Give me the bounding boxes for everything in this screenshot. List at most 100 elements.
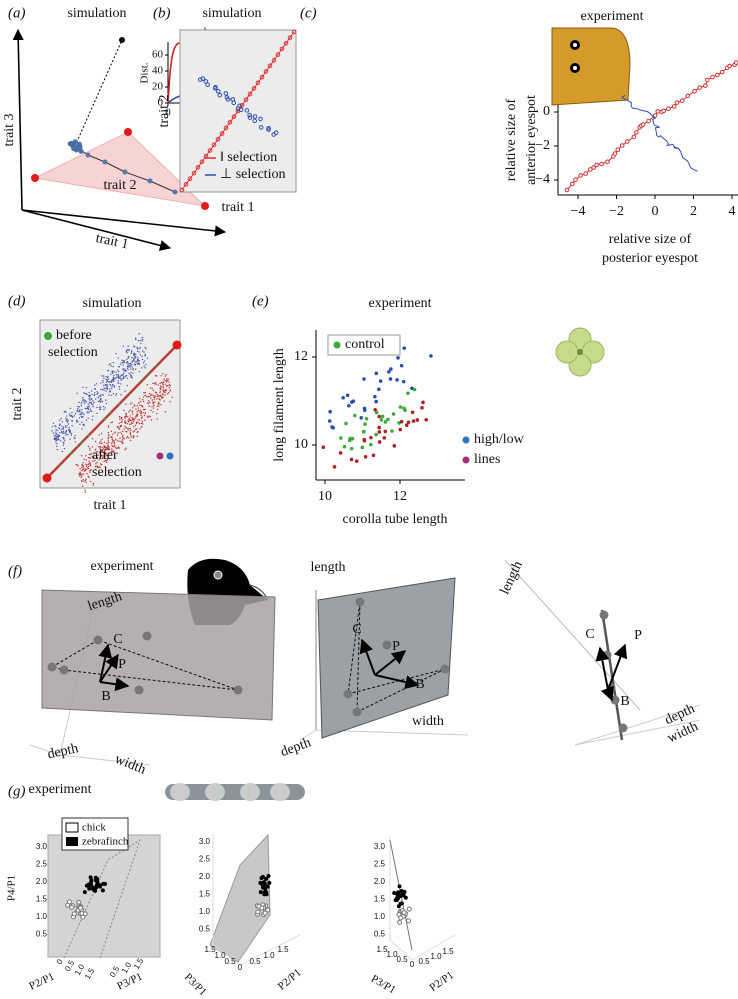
dot bbox=[95, 455, 98, 458]
dot bbox=[131, 402, 133, 404]
dot bbox=[165, 374, 167, 376]
dot bbox=[76, 445, 79, 448]
text-label: anterior eyespot bbox=[524, 95, 539, 185]
dot bbox=[63, 438, 65, 440]
dot bbox=[94, 388, 96, 390]
dot bbox=[82, 911, 88, 917]
dot bbox=[134, 354, 136, 356]
dot bbox=[136, 411, 138, 413]
dot bbox=[377, 387, 381, 392]
dot bbox=[398, 427, 403, 432]
dot bbox=[374, 432, 378, 437]
dot bbox=[156, 375, 158, 377]
dot bbox=[564, 187, 570, 193]
dot bbox=[70, 432, 73, 435]
dot bbox=[247, 112, 252, 118]
x-tick-label: −2 bbox=[609, 204, 624, 219]
dot bbox=[615, 147, 621, 152]
dot bbox=[128, 411, 130, 413]
dot bbox=[96, 393, 98, 395]
dot bbox=[89, 453, 92, 456]
dot bbox=[271, 57, 277, 63]
dot bbox=[111, 439, 114, 441]
line bbox=[99, 653, 119, 683]
dot bbox=[147, 402, 149, 404]
dot bbox=[127, 369, 129, 371]
dot bbox=[92, 482, 95, 485]
dot bbox=[126, 361, 129, 363]
dot bbox=[156, 408, 159, 411]
dot bbox=[113, 371, 115, 373]
blue-trajectory bbox=[620, 94, 698, 172]
dot bbox=[122, 442, 124, 445]
dot bbox=[128, 437, 130, 439]
dot bbox=[392, 444, 397, 448]
dot bbox=[89, 471, 91, 473]
panel-title: experiment bbox=[29, 782, 92, 797]
legend-label: high/low bbox=[474, 432, 525, 447]
dot bbox=[404, 423, 409, 427]
dot bbox=[238, 107, 244, 113]
dot bbox=[406, 391, 410, 396]
dot bbox=[88, 875, 93, 880]
dot bbox=[126, 416, 129, 418]
panel-label: (d) bbox=[8, 293, 26, 309]
dot bbox=[102, 379, 104, 382]
dot bbox=[81, 401, 83, 403]
text-label: P4/P1 bbox=[6, 875, 18, 901]
dot bbox=[399, 901, 404, 906]
dot bbox=[129, 415, 131, 417]
z-tick-label: 2.0 bbox=[199, 872, 211, 881]
x-tick-label: 0 bbox=[652, 204, 659, 219]
dot bbox=[76, 408, 79, 410]
dot bbox=[640, 122, 646, 127]
dot bbox=[80, 914, 86, 920]
panel-label: (b) bbox=[153, 5, 171, 21]
dot bbox=[141, 339, 144, 341]
dot bbox=[64, 425, 67, 427]
text-label: relative size of bbox=[609, 232, 692, 247]
y-tick-label: −2 bbox=[535, 138, 550, 153]
dot bbox=[151, 399, 153, 401]
dot bbox=[111, 421, 114, 423]
dot bbox=[666, 106, 671, 111]
dot bbox=[115, 393, 118, 395]
dot bbox=[82, 479, 84, 481]
dot bbox=[85, 481, 87, 484]
dot bbox=[93, 392, 96, 394]
dot bbox=[123, 409, 125, 411]
dot bbox=[88, 406, 90, 408]
dot bbox=[84, 468, 86, 470]
dot bbox=[112, 376, 115, 378]
dot bbox=[374, 410, 379, 415]
dot bbox=[89, 457, 92, 459]
dot bbox=[114, 446, 117, 449]
dot bbox=[139, 400, 142, 403]
dot bbox=[100, 454, 102, 456]
dot bbox=[123, 428, 125, 430]
dot bbox=[88, 398, 90, 400]
dot bbox=[129, 419, 131, 421]
line bbox=[21, 209, 227, 237]
z-tick-label: 1.5 bbox=[374, 895, 386, 904]
dot bbox=[374, 399, 378, 404]
dot bbox=[159, 392, 161, 394]
dot bbox=[161, 393, 164, 395]
dot bbox=[76, 392, 78, 394]
dot bbox=[263, 885, 268, 890]
dot bbox=[94, 384, 96, 386]
dot bbox=[266, 127, 271, 132]
dot bbox=[101, 438, 103, 440]
dot bbox=[133, 363, 136, 365]
dot bbox=[59, 463, 62, 466]
dot bbox=[115, 377, 117, 379]
dot bbox=[136, 360, 139, 363]
dot bbox=[382, 436, 387, 440]
dot bbox=[118, 428, 121, 430]
line bbox=[607, 643, 628, 691]
z-tick-label: 0.5 bbox=[374, 930, 386, 939]
dot bbox=[191, 170, 197, 176]
dot bbox=[279, 46, 285, 52]
dot bbox=[81, 464, 83, 467]
dot bbox=[410, 410, 415, 415]
